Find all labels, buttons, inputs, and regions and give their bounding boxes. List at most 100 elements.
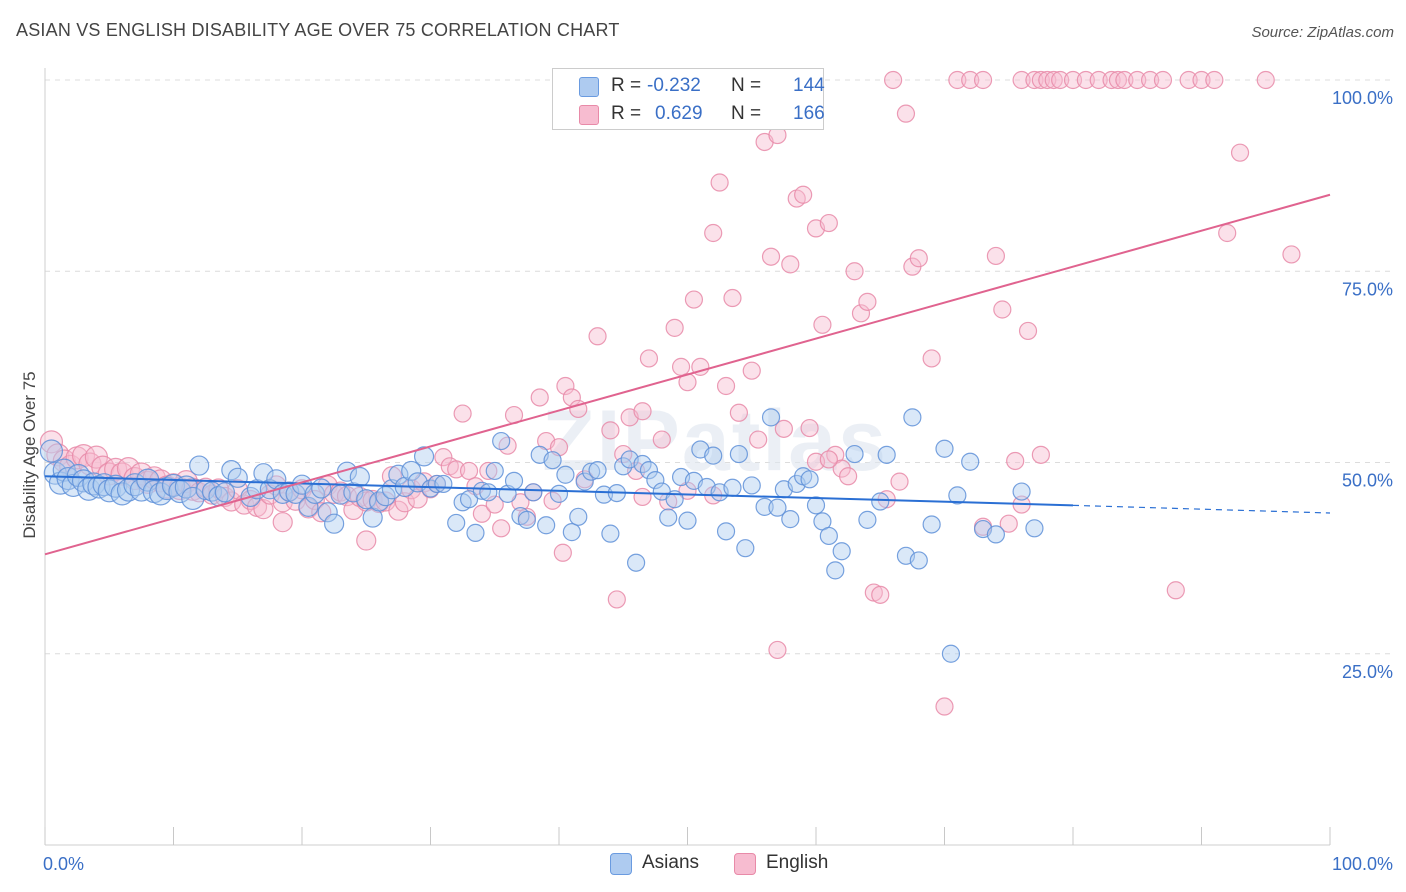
asians-trend-extension bbox=[1072, 504, 1331, 514]
legend-swatch-english bbox=[579, 105, 599, 125]
asians-point bbox=[485, 461, 504, 481]
english-points bbox=[39, 70, 1301, 716]
english-point bbox=[858, 292, 877, 311]
asians-point bbox=[909, 551, 928, 570]
y-tick-label: 50.0% bbox=[1342, 471, 1393, 491]
asians-point bbox=[549, 484, 569, 503]
asians-point bbox=[110, 482, 134, 506]
english-point bbox=[742, 361, 761, 380]
asians-point bbox=[556, 465, 575, 484]
legend-swatch-asians bbox=[579, 77, 599, 97]
asians-point bbox=[626, 553, 646, 572]
english-point bbox=[530, 388, 549, 407]
asians-point bbox=[1025, 519, 1044, 538]
english-point bbox=[394, 492, 415, 513]
english-point bbox=[39, 430, 64, 454]
asians-point bbox=[311, 478, 332, 499]
asians-point bbox=[755, 497, 774, 516]
english-point bbox=[1089, 70, 1108, 90]
english-point bbox=[556, 376, 575, 396]
asians-point bbox=[317, 502, 338, 523]
asians-point bbox=[575, 472, 594, 491]
asians-point bbox=[466, 523, 485, 542]
english-point bbox=[999, 514, 1018, 533]
asians-point bbox=[903, 408, 922, 427]
english-point bbox=[1076, 70, 1095, 90]
english-point bbox=[729, 403, 749, 422]
asians-point bbox=[761, 408, 781, 427]
legend-n-label: N = bbox=[731, 103, 762, 124]
y-tick-labels: 25.0% 50.0% 75.0% 100.0% bbox=[1332, 88, 1393, 682]
english-point bbox=[46, 443, 70, 467]
gridlines bbox=[45, 79, 1395, 655]
asians-point bbox=[174, 475, 198, 499]
english-point bbox=[1044, 70, 1063, 90]
english-point bbox=[1006, 451, 1025, 471]
asians-point bbox=[601, 524, 620, 543]
english-point bbox=[633, 487, 652, 507]
english-point bbox=[1192, 70, 1211, 90]
asians-point bbox=[562, 523, 581, 542]
axes bbox=[44, 68, 1331, 846]
english-point bbox=[1218, 223, 1237, 243]
english-point bbox=[1230, 143, 1250, 162]
english-point bbox=[794, 185, 813, 204]
asians-point bbox=[492, 431, 511, 451]
x-tick-label: 0.0% bbox=[43, 854, 84, 874]
asians-point bbox=[806, 496, 826, 515]
asians-point bbox=[356, 489, 377, 510]
asians-point bbox=[781, 510, 800, 529]
english-point bbox=[1256, 70, 1275, 90]
english-point bbox=[948, 70, 967, 90]
asians-point bbox=[1012, 482, 1031, 501]
english-point bbox=[1012, 70, 1031, 90]
asians-point bbox=[543, 451, 562, 470]
asians-point bbox=[434, 474, 453, 494]
asians-point bbox=[214, 482, 235, 503]
asians-point bbox=[517, 510, 536, 529]
asians-point bbox=[582, 462, 601, 481]
bottom-legend-swatch-english bbox=[734, 853, 756, 875]
legend-r-value-asians: -0.232 bbox=[647, 75, 701, 96]
english-point bbox=[601, 421, 620, 440]
y-tick-label: 25.0% bbox=[1342, 662, 1393, 682]
english-point bbox=[639, 349, 659, 368]
english-point bbox=[1179, 70, 1198, 90]
english-point bbox=[1282, 245, 1301, 264]
asians-point bbox=[227, 467, 248, 488]
asians-point bbox=[858, 510, 877, 529]
asians-point bbox=[948, 486, 967, 505]
asians-point bbox=[832, 542, 851, 561]
asians-point bbox=[413, 446, 435, 467]
english-point bbox=[1018, 321, 1038, 341]
english-point bbox=[684, 290, 704, 309]
english-point bbox=[1140, 70, 1160, 90]
english-point bbox=[1166, 581, 1185, 600]
english-point bbox=[311, 502, 332, 523]
english-point bbox=[1153, 70, 1173, 90]
english-point bbox=[1128, 70, 1147, 90]
asians-point bbox=[104, 474, 128, 498]
asians-point bbox=[447, 513, 466, 533]
asians-point bbox=[871, 492, 890, 511]
english-point bbox=[890, 472, 909, 491]
english-trend-line bbox=[44, 193, 1331, 556]
asians-point bbox=[189, 455, 210, 476]
asians-point bbox=[614, 457, 633, 476]
asians-point bbox=[723, 478, 742, 497]
x-tick-labels: 0.0% 100.0% bbox=[43, 854, 1393, 874]
english-point bbox=[883, 70, 903, 90]
legend-n-value-english: 166 bbox=[793, 103, 825, 124]
asians-point bbox=[877, 445, 896, 464]
english-point bbox=[1051, 70, 1070, 90]
asians-point bbox=[961, 452, 980, 471]
english-point bbox=[1115, 70, 1134, 90]
english-point bbox=[819, 450, 838, 469]
asians-point bbox=[524, 483, 543, 502]
asians-point bbox=[845, 444, 864, 464]
asians-points bbox=[39, 408, 1044, 663]
english-point bbox=[479, 461, 498, 481]
english-point bbox=[356, 530, 377, 551]
chart-title: ASIAN VS ENGLISH DISABILITY AGE OVER 75 … bbox=[16, 20, 620, 40]
english-point bbox=[716, 376, 736, 396]
